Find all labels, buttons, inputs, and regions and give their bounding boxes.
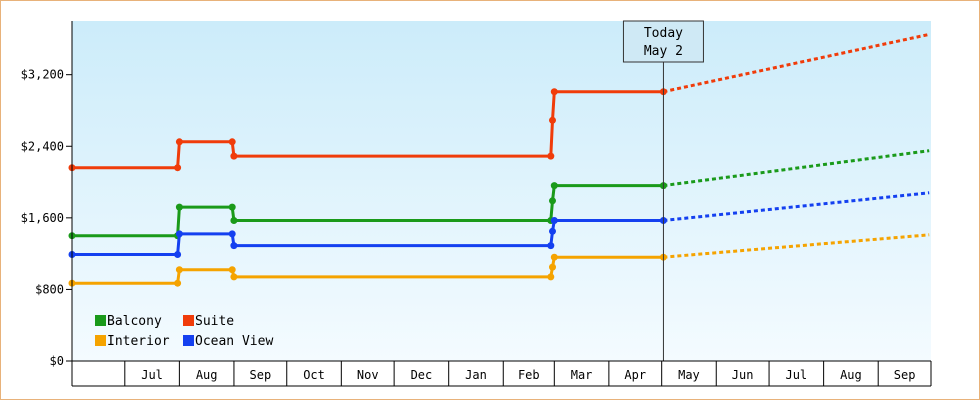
x-tick-label: Dec <box>411 368 433 382</box>
data-point-balcony <box>228 203 236 211</box>
x-tick-label: Aug <box>840 368 862 382</box>
data-point-suite <box>550 88 558 96</box>
forecast-line-suite <box>663 32 930 94</box>
x-tick-label: Apr <box>624 368 646 382</box>
today-label: Today <box>644 26 683 41</box>
x-tick-label: Feb <box>518 368 540 382</box>
x-tick-label: Jul <box>141 368 163 382</box>
x-tick-label: May <box>678 368 700 382</box>
forecast-line-interior <box>663 233 930 259</box>
legend-label-interior: Interior <box>107 334 170 349</box>
data-point-interior <box>549 263 556 271</box>
x-tick-label: Jul <box>785 368 807 382</box>
y-tick-label: $1,600 <box>21 211 64 225</box>
forecast-line-ocean-view <box>663 191 930 222</box>
legend-swatch-suite <box>183 315 194 326</box>
plot-background <box>72 21 931 361</box>
x-tick-label: Mar <box>571 368 593 382</box>
x-tick-label: Sep <box>250 368 272 382</box>
legend-swatch-interior <box>95 335 106 346</box>
y-tick-label: $0 <box>50 354 64 368</box>
data-point-ocean-view <box>228 230 236 238</box>
data-point-suite <box>547 152 555 160</box>
data-point-ocean-view <box>549 227 556 235</box>
forecast-line-balcony <box>663 149 930 188</box>
data-point-interior <box>230 273 238 281</box>
data-point-balcony <box>550 182 558 190</box>
legend-label-ocean-view: Ocean View <box>195 334 273 349</box>
data-point-balcony <box>230 217 238 224</box>
data-point-interior <box>174 279 182 287</box>
y-tick-label: $2,400 <box>21 139 64 153</box>
x-tick-label: Aug <box>196 368 218 382</box>
x-tick-label: Jan <box>465 368 487 382</box>
y-tick-label: $3,200 <box>21 68 64 82</box>
data-point-ocean-view <box>230 242 238 250</box>
data-point-suite <box>549 116 556 124</box>
data-point-interior <box>547 273 555 281</box>
x-tick-label: Oct <box>303 368 325 382</box>
today-box <box>622 20 704 63</box>
data-point-ocean-view <box>174 251 182 258</box>
y-tick-label: $800 <box>35 282 64 296</box>
x-tick-label: Sep <box>894 368 916 382</box>
today-date: May 2 <box>644 44 683 59</box>
legend-label-suite: Suite <box>195 314 234 329</box>
data-point-interior <box>550 253 558 261</box>
x-tick-label: Jun <box>732 368 754 382</box>
data-point-balcony <box>549 197 556 205</box>
data-point-suite <box>175 138 183 146</box>
data-point-interior <box>228 266 236 274</box>
x-tick-label: Nov <box>357 368 379 382</box>
legend-swatch-ocean-view <box>183 335 194 346</box>
data-point-interior <box>175 266 183 274</box>
data-point-ocean-view <box>547 242 555 250</box>
data-point-suite <box>230 152 238 160</box>
data-point-suite <box>228 138 236 146</box>
legend-swatch-balcony <box>95 315 106 326</box>
data-point-suite <box>174 164 182 172</box>
data-point-ocean-view <box>175 230 183 238</box>
data-point-ocean-view <box>550 217 558 224</box>
data-point-balcony <box>175 203 183 211</box>
legend-label-balcony: Balcony <box>107 314 162 329</box>
